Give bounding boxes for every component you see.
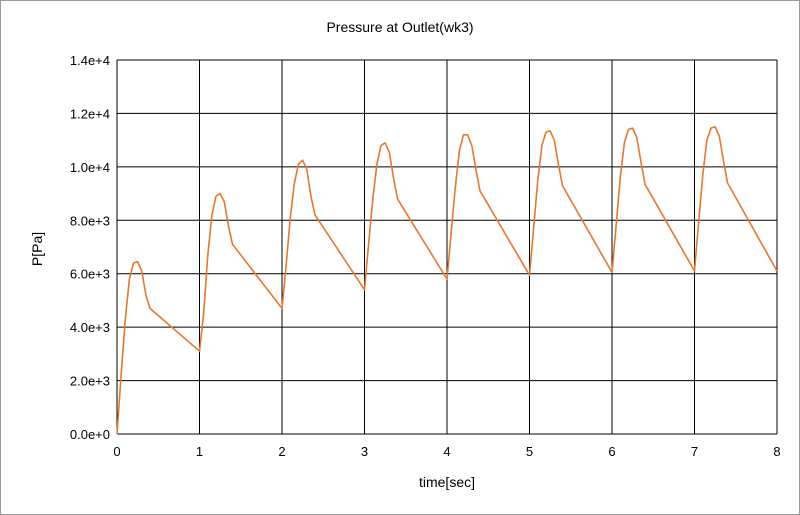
y-tick-label: 4.0e+3 bbox=[70, 320, 110, 335]
x-tick-label: 8 bbox=[773, 444, 780, 459]
x-tick-label: 2 bbox=[278, 444, 285, 459]
x-axis-ticks: 0 1 2 3 4 5 6 7 8 bbox=[113, 444, 780, 459]
x-tick-label: 4 bbox=[443, 444, 450, 459]
y-tick-label: 2.0e+3 bbox=[70, 374, 110, 389]
y-tick-label: 1.4e+4 bbox=[70, 53, 110, 68]
y-tick-label: 1.2e+4 bbox=[70, 106, 110, 121]
x-tick-label: 7 bbox=[691, 444, 698, 459]
series-lines bbox=[116, 126, 778, 435]
x-tick-label: 6 bbox=[608, 444, 615, 459]
x-axis-label: time[sec] bbox=[419, 474, 475, 490]
y-tick-label: 1.0e+4 bbox=[70, 160, 110, 175]
y-tick-label: 6.0e+3 bbox=[70, 267, 110, 282]
y-axis-label: P[Pa] bbox=[29, 232, 45, 266]
y-tick-label: 0.0e+0 bbox=[70, 427, 110, 442]
series-line bbox=[116, 126, 778, 435]
x-tick-label: 3 bbox=[361, 444, 368, 459]
x-tick-label: 1 bbox=[196, 444, 203, 459]
x-tick-label: 5 bbox=[526, 444, 533, 459]
y-tick-label: 8.0e+3 bbox=[70, 213, 110, 228]
grid bbox=[116, 59, 778, 435]
y-axis-ticks: 0.0e+0 2.0e+3 4.0e+3 6.0e+3 8.0e+3 1.0e+4 1.2e… bbox=[70, 53, 110, 442]
x-tick-label: 0 bbox=[113, 444, 120, 459]
chart-title: Pressure at Outlet(wk3) bbox=[326, 19, 473, 35]
